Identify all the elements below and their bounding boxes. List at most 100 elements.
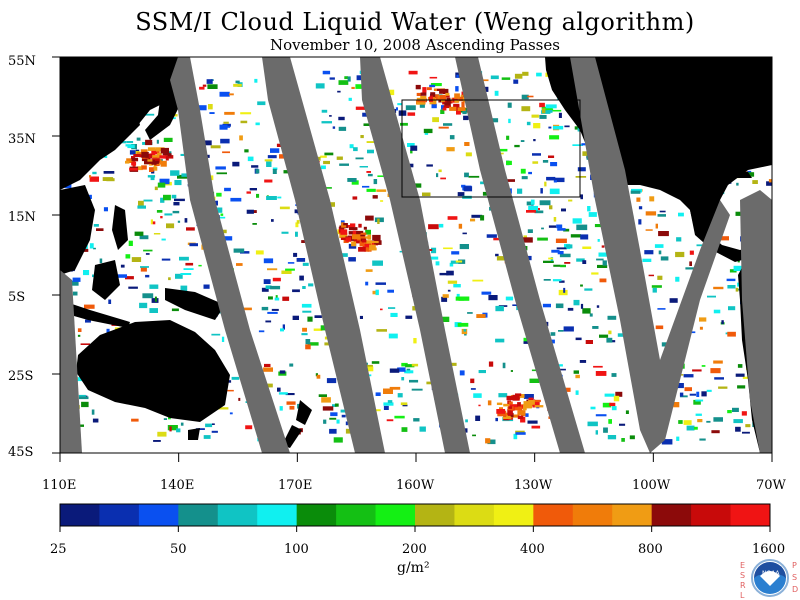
cloud-speckle <box>156 210 163 213</box>
cloud-speckle <box>496 256 505 261</box>
cloud-speckle <box>419 426 426 432</box>
cloud-speckle <box>186 227 195 231</box>
cloud-speckle <box>487 400 492 406</box>
cloud-speckle <box>713 360 723 364</box>
cloud-speckle <box>657 308 666 310</box>
cloud-speckle <box>455 86 459 92</box>
cloud-speckle <box>463 428 468 433</box>
cloud-core <box>352 234 361 240</box>
cloud-speckle <box>341 414 346 418</box>
cloud-speckle <box>450 260 459 264</box>
logo-letter: P <box>792 561 797 570</box>
cloud-speckle <box>255 122 260 126</box>
cloud-speckle <box>271 308 279 311</box>
cloud-speckle <box>179 256 189 261</box>
land-philippines <box>112 205 128 250</box>
cloud-speckle <box>240 120 248 124</box>
cloud-core <box>355 230 364 235</box>
cloud-speckle <box>359 166 368 168</box>
cloud-core <box>372 234 381 241</box>
cloud-speckle <box>263 258 274 264</box>
cloud-core <box>155 147 165 152</box>
cloud-core <box>457 107 466 111</box>
cloud-speckle <box>572 144 583 146</box>
cloud-speckle <box>523 337 529 342</box>
cloud-speckle <box>521 94 529 100</box>
cloud-speckle <box>462 232 467 235</box>
cloud-speckle <box>128 240 133 246</box>
cloud-speckle <box>338 116 345 121</box>
cloud-speckle <box>359 315 363 319</box>
cloud-speckle <box>401 362 408 367</box>
cloud-speckle <box>581 143 586 146</box>
cloud-speckle <box>246 191 251 194</box>
cloud-speckle <box>630 190 641 194</box>
cloud-speckle <box>337 90 341 93</box>
cloud-speckle <box>459 370 465 376</box>
cloud-speckle <box>440 177 446 180</box>
cloud-speckle <box>553 217 557 222</box>
cloud-speckle <box>367 173 373 177</box>
cloud-speckle <box>388 307 396 309</box>
lat-label: 45S <box>8 445 34 460</box>
cloud-speckle <box>742 431 750 434</box>
cloud-speckle <box>658 250 662 255</box>
cloud-speckle <box>546 176 556 181</box>
cloud-speckle <box>676 237 682 242</box>
cloud-speckle <box>355 84 362 89</box>
cloud-speckle <box>642 258 652 262</box>
cloud-speckle <box>314 315 322 318</box>
cloud-speckle <box>526 255 532 261</box>
cloud-speckle <box>470 218 476 222</box>
cloud-speckle <box>398 367 406 372</box>
cloud-speckle <box>661 342 668 347</box>
cloud-speckle <box>772 130 779 133</box>
land-new-guinea <box>165 288 225 320</box>
cloud-speckle <box>251 165 259 168</box>
cloud-speckle <box>383 405 389 410</box>
cloud-speckle <box>542 160 549 163</box>
cloud-speckle <box>147 175 156 178</box>
cloud-speckle <box>329 77 335 80</box>
cloud-speckle <box>587 206 591 212</box>
colorbar-swatch <box>375 504 416 526</box>
cloud-core <box>367 234 372 240</box>
cloud-core <box>151 155 157 158</box>
cloud-speckle <box>375 289 379 296</box>
cloud-speckle <box>149 308 158 313</box>
cloud-speckle <box>372 195 378 199</box>
cloud-core <box>443 88 449 94</box>
cloud-speckle <box>355 157 364 160</box>
cloud-speckle <box>387 89 395 96</box>
cloud-speckle <box>377 218 380 224</box>
cloud-speckle <box>480 215 485 221</box>
cloud-speckle <box>564 125 570 128</box>
cloud-speckle <box>651 285 662 288</box>
cloud-speckle <box>657 275 663 280</box>
cloud-speckle <box>305 344 311 350</box>
cloud-speckle <box>595 371 607 376</box>
colorbar-swatch <box>454 504 495 526</box>
cloud-speckle <box>261 287 269 292</box>
colorbar-tick-label: 800 <box>638 542 663 557</box>
cloud-speckle <box>238 397 241 401</box>
cloud-speckle <box>461 184 466 188</box>
cloud-speckle <box>139 302 148 309</box>
cloud-speckle <box>245 425 253 430</box>
cloud-speckle <box>198 264 202 267</box>
cloud-speckle <box>539 200 551 206</box>
cloud-speckle <box>580 234 589 240</box>
cloud-core <box>366 240 372 246</box>
cloud-speckle <box>365 229 371 235</box>
cloud-speckle <box>224 111 235 115</box>
cloud-speckle <box>568 199 573 202</box>
lat-ticks <box>52 56 60 454</box>
cloud-speckle <box>348 257 356 262</box>
cloud-speckle <box>326 378 337 384</box>
cloud-speckle <box>388 333 398 339</box>
cloud-speckle <box>150 219 153 225</box>
cloud-speckle <box>493 237 502 241</box>
cloud-speckle <box>467 312 473 314</box>
cloud-speckle <box>463 186 473 192</box>
cloud-speckle <box>472 279 484 282</box>
